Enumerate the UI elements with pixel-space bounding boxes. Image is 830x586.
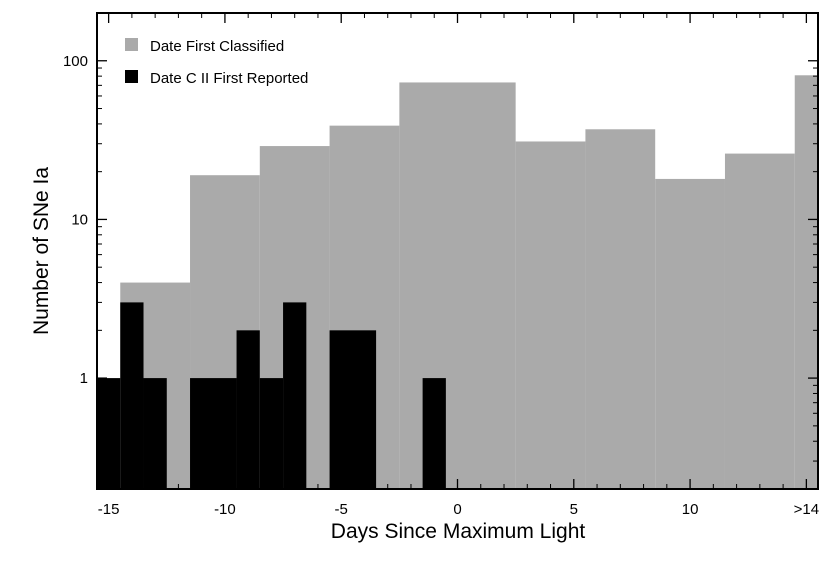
gray-bar-4 bbox=[399, 82, 516, 490]
x-tick-label: -15 bbox=[98, 501, 120, 518]
x-axis-title: Days Since Maximum Light bbox=[331, 520, 586, 543]
legend-swatch-date-c-ii-first-reported bbox=[125, 70, 138, 83]
black-bar-1 bbox=[120, 302, 144, 489]
gray-bar-7 bbox=[655, 178, 725, 489]
gray-bar-8 bbox=[724, 153, 795, 490]
y-tick-label: 1 bbox=[80, 370, 88, 387]
black-bar-4 bbox=[236, 330, 260, 489]
y-tick-label: 100 bbox=[63, 53, 88, 70]
x-tick-labels: -15 -10 -5 0 5 10 >14 bbox=[98, 501, 819, 518]
x-tick-label: -5 bbox=[335, 501, 348, 518]
axis-ticks bbox=[97, 12, 818, 490]
legend-label-date-first-classified: Date First Classified bbox=[150, 38, 284, 55]
y-axis-title: Number of SNe Ia bbox=[30, 167, 53, 335]
x-tick-label: 0 bbox=[453, 501, 461, 518]
legend: Date First Classified Date C II First Re… bbox=[125, 38, 308, 87]
x-tick-label: 10 bbox=[682, 501, 699, 518]
black-bar-5 bbox=[259, 378, 284, 489]
black-bar-8 bbox=[422, 378, 446, 489]
x-tick-label: 5 bbox=[570, 501, 578, 518]
y-tick-label: 10 bbox=[71, 211, 88, 228]
gray-bar-6 bbox=[585, 129, 656, 489]
y-tick-labels: 1 10 100 bbox=[63, 53, 88, 387]
black-bar-0 bbox=[97, 378, 121, 489]
legend-swatch-date-first-classified bbox=[125, 38, 138, 51]
series-date-first-classified bbox=[120, 75, 818, 490]
black-bar-2 bbox=[143, 378, 167, 489]
x-tick-label: >14 bbox=[794, 501, 819, 518]
legend-label-date-c-ii-first-reported: Date C II First Reported bbox=[150, 70, 308, 87]
gray-bar-9 bbox=[794, 75, 818, 489]
black-bar-3 bbox=[190, 378, 237, 489]
gray-bar-5 bbox=[515, 141, 586, 489]
series-date-c-ii-first-reported bbox=[97, 302, 446, 489]
black-bar-7 bbox=[329, 330, 377, 489]
black-bar-6 bbox=[283, 302, 307, 489]
x-tick-label: -10 bbox=[214, 501, 236, 518]
